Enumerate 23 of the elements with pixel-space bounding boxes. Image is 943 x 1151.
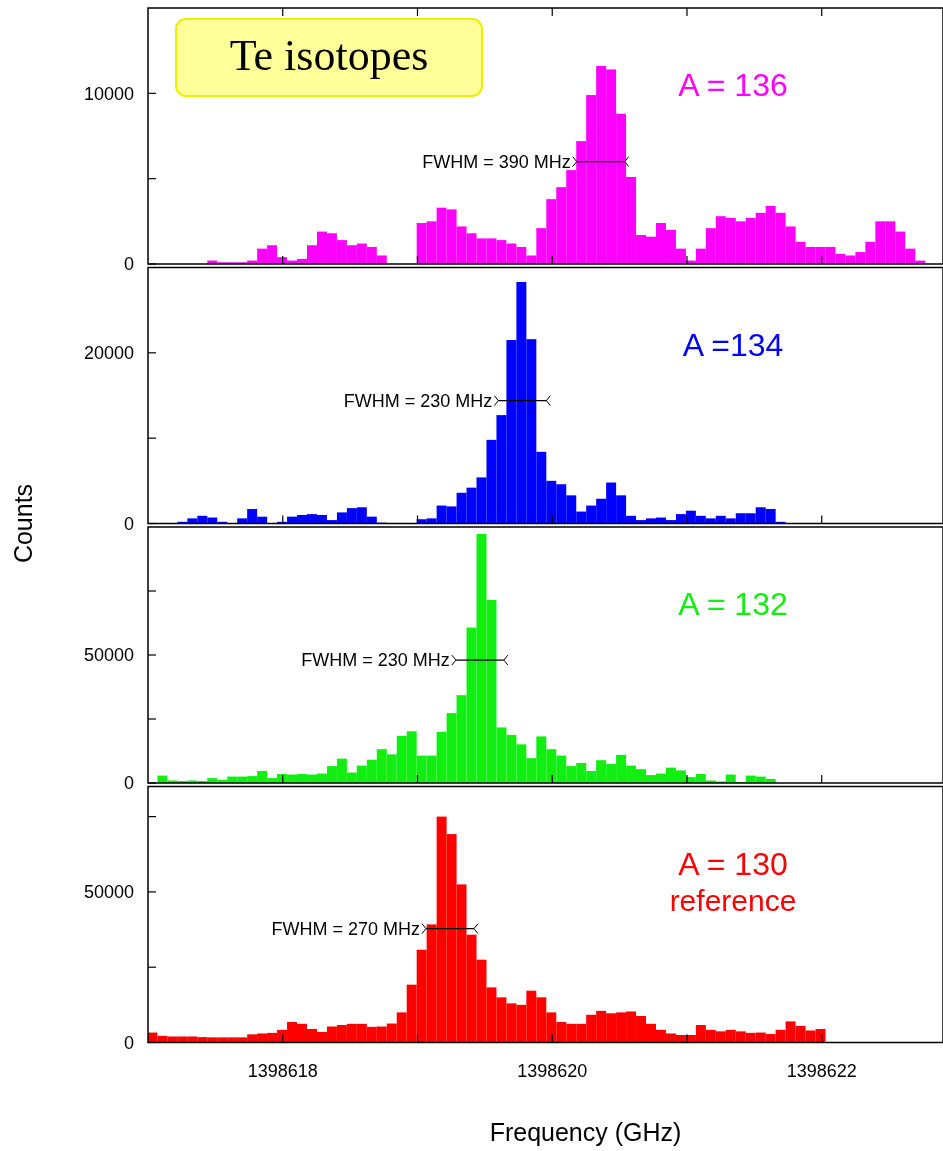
y-tick-label: 0	[123, 513, 134, 534]
text: A = 132	[678, 586, 788, 622]
x-tick-label: 1398622	[786, 1060, 857, 1081]
annotation: FWHM = 390 MHz	[422, 151, 571, 172]
y-tick-label: 50000	[83, 645, 134, 666]
y-tick-label: 50000	[83, 882, 134, 903]
y-axis-title: Counts	[9, 483, 37, 564]
text: A =134	[682, 326, 784, 363]
text: Te isotopes	[229, 31, 429, 80]
y-tick-label: 0	[123, 254, 134, 275]
annotation: FWHM = 230 MHz	[343, 390, 493, 411]
y-tick-label: 0	[123, 773, 134, 794]
x-tick-label: 1398620	[517, 1060, 588, 1081]
series-label: A = 136	[678, 67, 788, 103]
annotation: FWHM = 230 MHz	[301, 650, 450, 671]
y-tick-label: 0	[123, 1032, 134, 1053]
y-tick-label: 20000	[83, 343, 134, 364]
annotation: FWHM = 270 MHz	[271, 918, 420, 939]
y-tick-label: 10000	[83, 83, 134, 104]
text: A = 130	[678, 845, 788, 882]
annotation: reference	[669, 883, 797, 917]
x-tick-label: 1398618	[247, 1060, 318, 1081]
x-axis-title: Frequency (GHz)	[489, 1117, 682, 1146]
